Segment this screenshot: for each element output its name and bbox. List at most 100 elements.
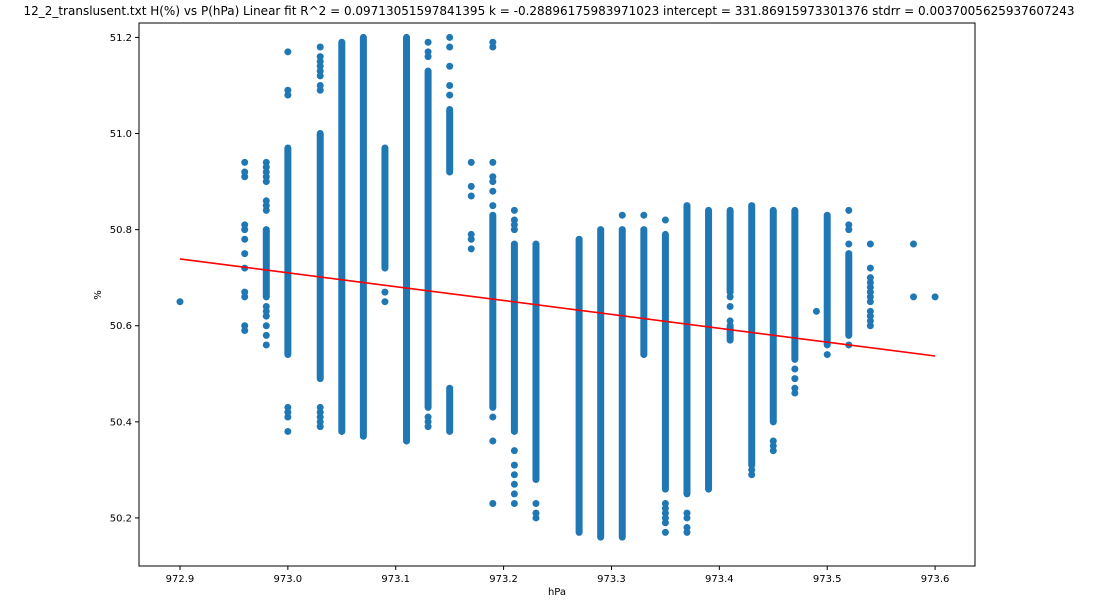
point-2-0 xyxy=(262,341,270,349)
point-13-7 xyxy=(510,221,518,229)
point-3-4 xyxy=(284,91,292,99)
point-4-7 xyxy=(316,72,324,80)
point-22-1 xyxy=(726,303,734,311)
point-column-2-0 xyxy=(262,226,270,301)
point-29-5 xyxy=(866,293,874,301)
point-29-9 xyxy=(866,274,874,282)
point-24-1 xyxy=(769,442,777,450)
point-13-3 xyxy=(510,471,518,479)
x-tick-label-5: 973.4 xyxy=(705,574,734,585)
point-14-2 xyxy=(532,500,540,508)
point-23-0 xyxy=(748,471,756,479)
point-column-9-0 xyxy=(424,67,432,411)
point-19-0 xyxy=(661,528,669,536)
x-tick-label-6: 973.5 xyxy=(813,574,842,585)
point-column-7-0 xyxy=(381,144,389,272)
point-29-6 xyxy=(866,288,874,296)
x-tick-label-0: 972.9 xyxy=(166,574,195,585)
point-28-1 xyxy=(845,240,853,248)
point-25-3 xyxy=(791,365,799,373)
fit-line-layer xyxy=(179,258,936,357)
point-12-4 xyxy=(489,187,497,195)
point-column-4-0 xyxy=(316,130,324,383)
point-11-0 xyxy=(467,245,475,253)
plot-frame xyxy=(138,22,976,567)
point-29-8 xyxy=(866,278,874,286)
y-tick-label-5: 51.2 xyxy=(110,33,132,44)
point-29-10 xyxy=(866,264,874,272)
point-12-5 xyxy=(489,178,497,186)
point-column-6-0 xyxy=(359,33,367,440)
point-2-9 xyxy=(262,178,270,186)
point-column-3-0 xyxy=(284,144,292,359)
point-column-23-0 xyxy=(748,202,756,469)
point-2-1 xyxy=(262,331,270,339)
point-1-11 xyxy=(241,158,249,166)
point-4-6 xyxy=(316,81,324,89)
y-tick-label-2: 50.6 xyxy=(110,321,132,332)
point-1-5 xyxy=(241,250,249,258)
point-4-10 xyxy=(316,57,324,65)
point-20-3 xyxy=(683,509,691,517)
point-2-12 xyxy=(262,163,270,171)
point-19-1 xyxy=(661,519,669,527)
point-1-2 xyxy=(241,293,249,301)
point-column-13-0 xyxy=(510,240,518,435)
point-12-3 xyxy=(489,202,497,210)
point-12-8 xyxy=(489,43,497,51)
point-11-1 xyxy=(467,235,475,243)
point-29-0 xyxy=(866,322,874,330)
point-3-1 xyxy=(284,413,292,421)
y-tick-label-0: 50.2 xyxy=(110,513,132,524)
point-13-6 xyxy=(510,226,518,234)
x-tick-label-4: 973.3 xyxy=(597,574,626,585)
point-1-10 xyxy=(241,168,249,176)
y-tick-label-4: 51.0 xyxy=(110,129,132,140)
point-1-6 xyxy=(241,235,249,243)
chart-title: 12_2_translusent.txt H(%) vs P(hPa) Line… xyxy=(23,4,1074,18)
point-11-4 xyxy=(467,182,475,190)
point-3-5 xyxy=(284,86,292,94)
point-28-3 xyxy=(845,221,853,229)
point-28-2 xyxy=(845,226,853,234)
point-4-4 xyxy=(316,403,324,411)
point-1-1 xyxy=(241,322,249,330)
point-column-19-0 xyxy=(661,230,669,493)
point-column-17-0 xyxy=(618,226,626,541)
point-17-0 xyxy=(618,211,626,219)
x-tick-label-3: 973.2 xyxy=(489,574,518,585)
point-column-18-0 xyxy=(640,226,648,359)
point-4-9 xyxy=(316,62,324,70)
point-1-8 xyxy=(241,221,249,229)
point-2-6 xyxy=(262,206,270,214)
point-column-27-0 xyxy=(823,211,831,349)
point-3-3 xyxy=(284,403,292,411)
point-column-14-0 xyxy=(532,240,540,483)
point-18-0 xyxy=(640,211,648,219)
point-24-0 xyxy=(769,447,777,455)
point-10-3 xyxy=(446,43,454,51)
point-13-9 xyxy=(510,206,518,214)
point-13-5 xyxy=(510,447,518,455)
point-3-0 xyxy=(284,427,292,435)
point-20-0 xyxy=(683,528,691,536)
x-tick-label-7: 973.6 xyxy=(921,574,950,585)
point-column-24-0 xyxy=(769,206,777,426)
point-13-2 xyxy=(510,480,518,488)
point-19-3 xyxy=(661,509,669,517)
point-4-2 xyxy=(316,413,324,421)
y-axis: 50.2 50.4 50.6 50.8 51.0 51.2 xyxy=(110,33,139,524)
x-axis: 972.9 973.0 973.1 973.2 973.3 973.4 973.5 973.6 xyxy=(166,566,950,585)
point-column-21-0 xyxy=(705,206,713,493)
point-4-1 xyxy=(316,418,324,426)
point-column-5-0 xyxy=(338,38,346,435)
point-4-0 xyxy=(316,423,324,431)
point-11-2 xyxy=(467,230,475,238)
point-2-11 xyxy=(262,168,270,176)
point-10-1 xyxy=(446,81,454,89)
point-25-1 xyxy=(791,384,799,392)
point-9-2 xyxy=(424,413,432,421)
point-25-2 xyxy=(791,375,799,383)
point-11-3 xyxy=(467,192,475,200)
